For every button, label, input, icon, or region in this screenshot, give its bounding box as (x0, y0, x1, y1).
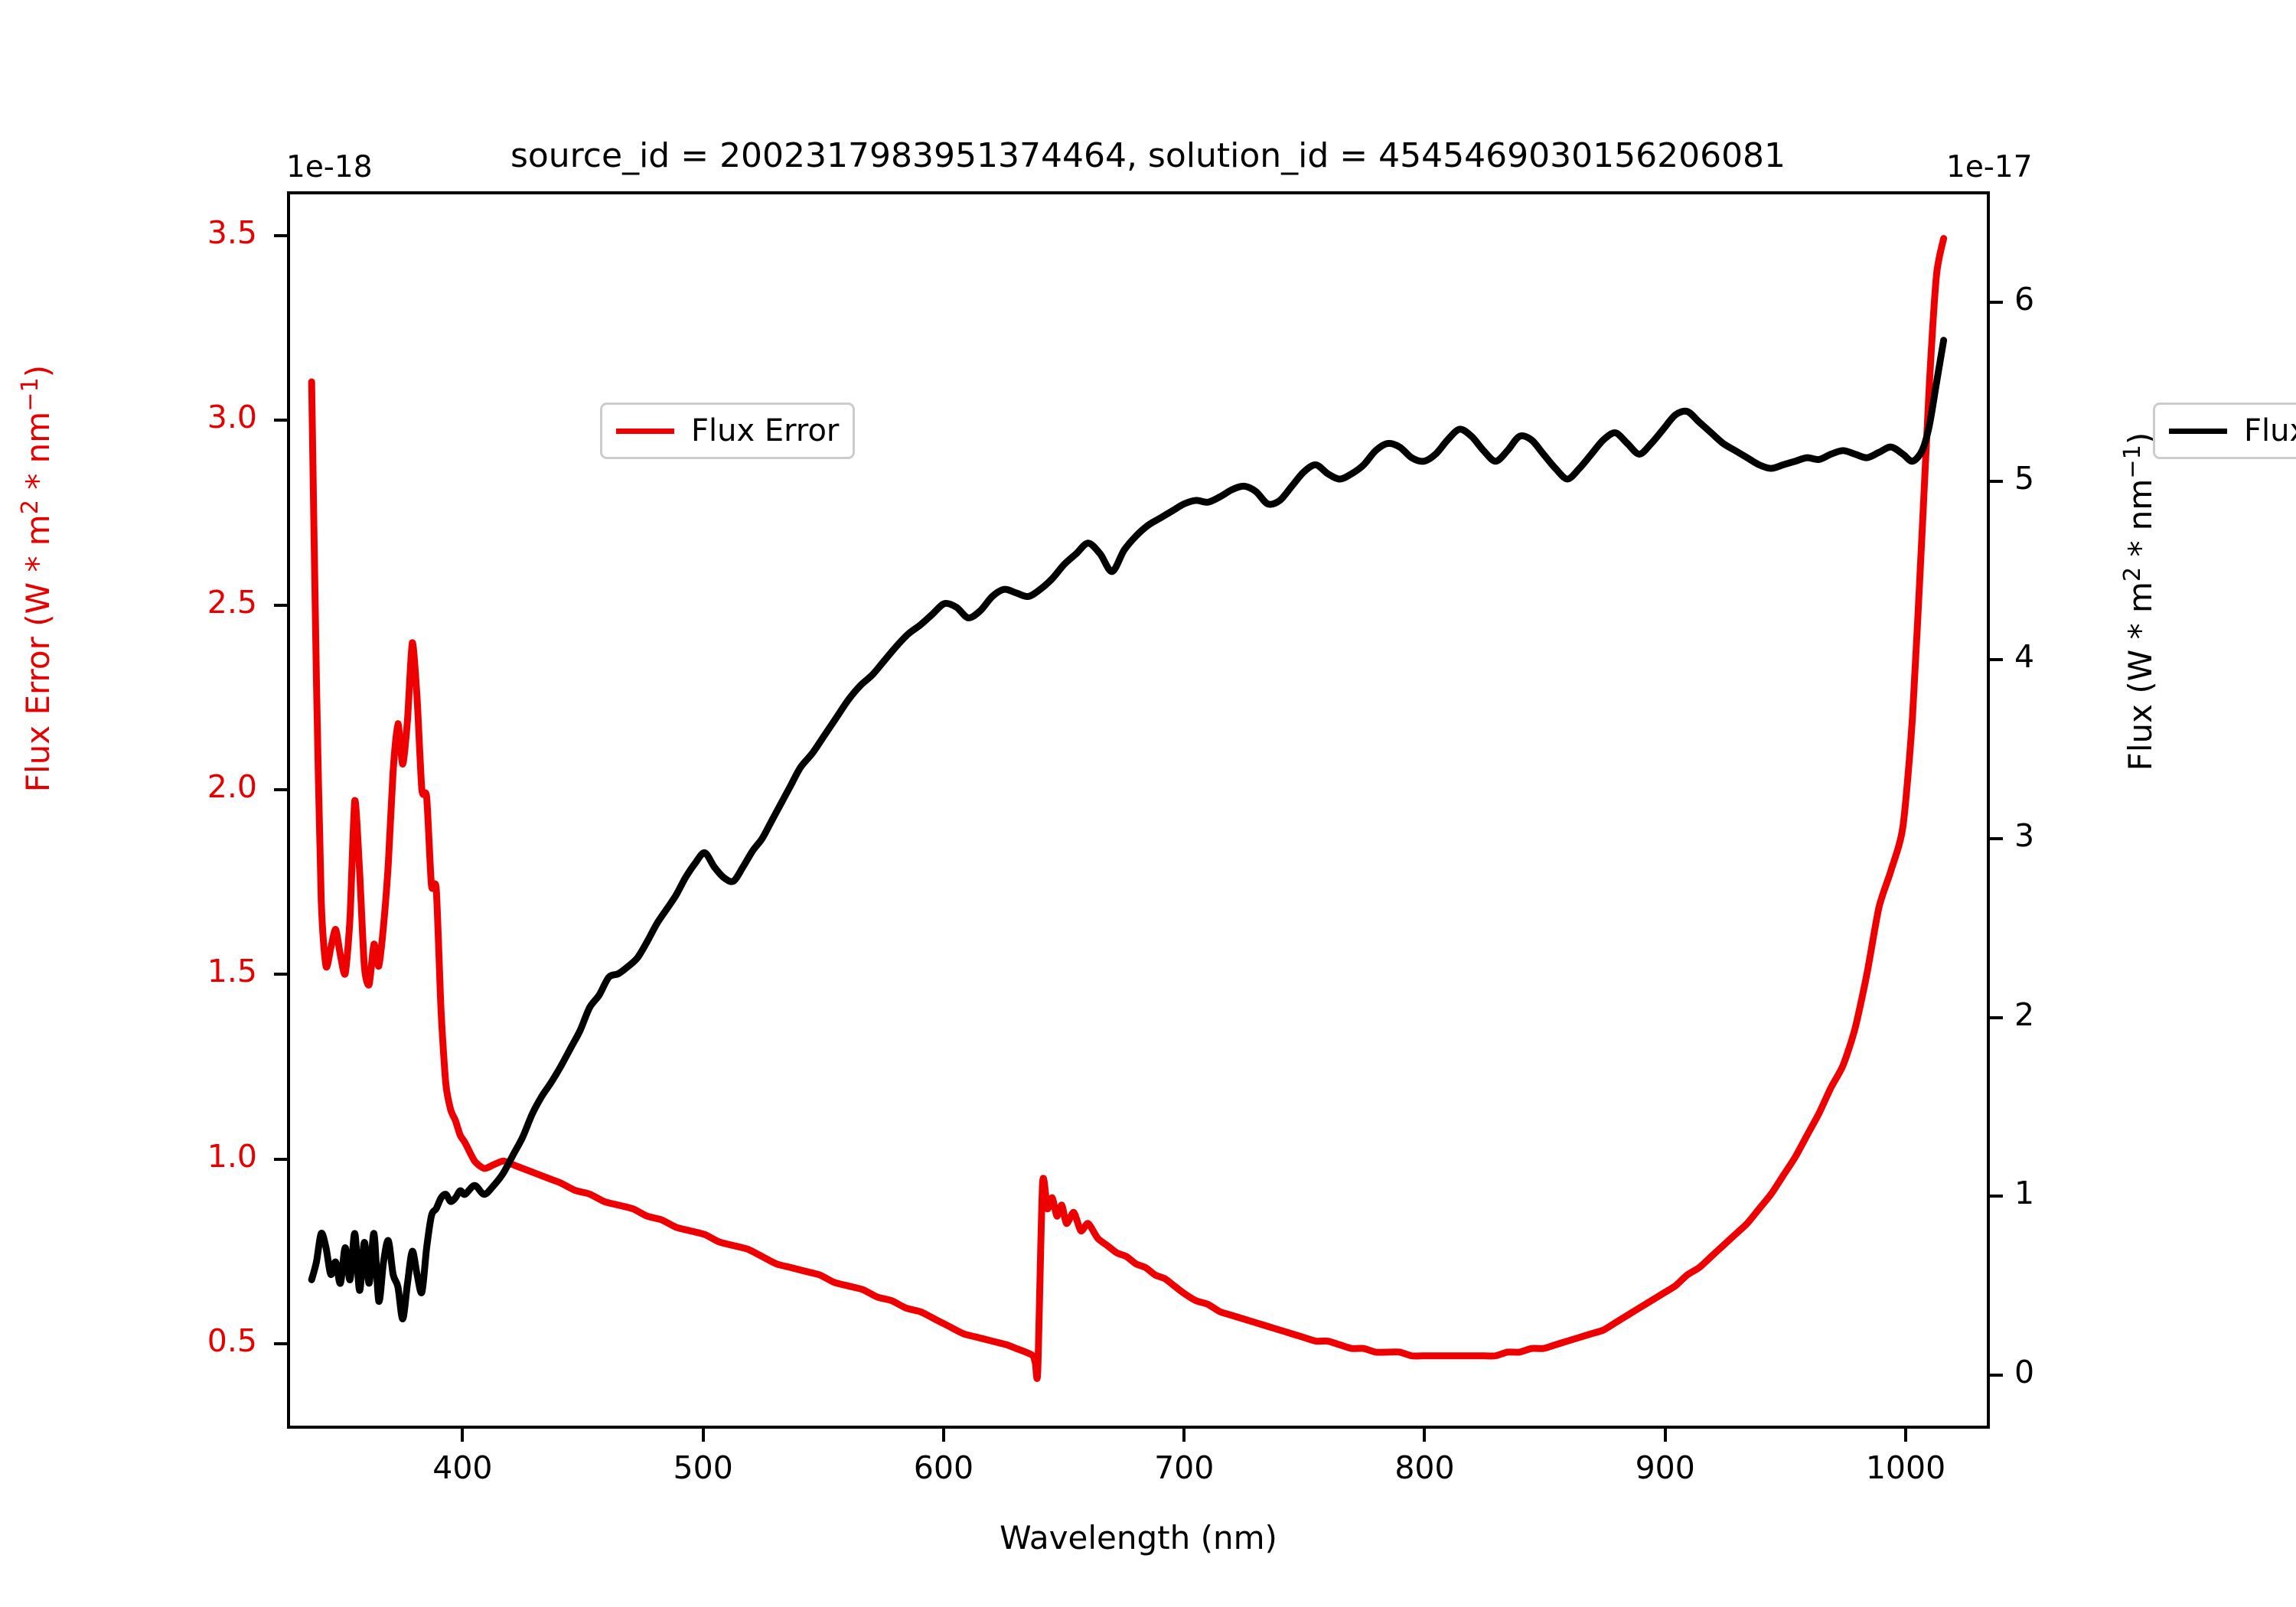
right-y-tick-label-1: 1 (2014, 1175, 2035, 1212)
flux-error-line (308, 235, 1948, 1382)
x-tickmark (1663, 1429, 1667, 1442)
left-y-tick-label-3.5: 3.5 (207, 214, 257, 251)
left-y-tick-label-0.5: 0.5 (207, 1322, 257, 1359)
legend-flux-error-label: Flux Error (691, 413, 840, 448)
plot-svg (308, 235, 1948, 1382)
right-y-tick-label-3: 3 (2014, 817, 2035, 854)
left-axis-label: Flux Error (W * m2 * nm−1) (17, 364, 57, 793)
legend-flux-error[interactable]: Flux Error (600, 403, 856, 459)
left-y-tickmark (274, 787, 287, 791)
flux-color-swatch (2169, 428, 2227, 434)
right-axis-exponent-label: 1e-17 (1946, 150, 2033, 184)
x-tick-label-1000: 1000 (1865, 1449, 1946, 1486)
x-tick-label-900: 900 (1635, 1449, 1695, 1486)
left-y-tickmark (274, 973, 287, 976)
x-tick-label-600: 600 (913, 1449, 974, 1486)
left-y-tick-label-1.0: 1.0 (207, 1137, 257, 1175)
x-tick-label-400: 400 (432, 1449, 493, 1486)
left-y-tickmark (274, 1341, 287, 1345)
left-y-tick-label-3.0: 3.0 (207, 399, 257, 436)
right-y-tick-label-0: 0 (2014, 1353, 2035, 1390)
x-tick-label-500: 500 (673, 1449, 733, 1486)
right-y-tickmark (1990, 658, 2003, 662)
right-y-tickmark (1990, 836, 2003, 840)
right-y-tickmark (1990, 300, 2003, 304)
x-tickmark (1904, 1429, 1907, 1442)
flux-error-color-swatch (616, 428, 674, 434)
x-tick-label-800: 800 (1394, 1449, 1455, 1486)
right-axis-label: Flux (W * m2 * nm−1) (2119, 432, 2159, 771)
x-axis-label: Wavelength (nm) (1000, 1519, 1277, 1556)
left-y-tick-label-2.0: 2.0 (207, 768, 257, 805)
left-axis-exponent-label: 1e-18 (286, 150, 373, 184)
right-y-tickmark (1990, 1373, 2003, 1377)
left-y-tick-label-1.5: 1.5 (207, 953, 257, 990)
left-y-tickmark (274, 1157, 287, 1161)
x-tick-label-700: 700 (1154, 1449, 1215, 1486)
left-y-tickmark (274, 419, 287, 422)
left-y-tickmark (274, 603, 287, 607)
flux-line (308, 337, 1948, 1322)
left-y-tick-label-2.5: 2.5 (207, 583, 257, 621)
page-title: source_id = 2002317983951374464, solutio… (510, 136, 1786, 175)
right-y-tickmark (1990, 479, 2003, 483)
right-y-tick-label-5: 5 (2014, 459, 2035, 497)
x-tickmark (1423, 1429, 1427, 1442)
right-y-tickmark (1990, 1195, 2003, 1198)
right-y-tick-label-2: 2 (2014, 996, 2035, 1033)
left-y-tickmark (274, 233, 287, 237)
right-y-tick-label-4: 4 (2014, 638, 2035, 676)
right-y-tickmark (1990, 1015, 2003, 1019)
legend-flux[interactable]: Flux (2153, 403, 2296, 459)
right-y-tick-label-6: 6 (2014, 280, 2035, 318)
plot-area: Flux Error Flux (287, 191, 2296, 1429)
legend-flux-label: Flux (2244, 413, 2296, 448)
x-tickmark (1182, 1429, 1186, 1442)
x-tickmark (701, 1429, 705, 1442)
x-tickmark (461, 1429, 465, 1442)
x-tickmark (941, 1429, 945, 1442)
